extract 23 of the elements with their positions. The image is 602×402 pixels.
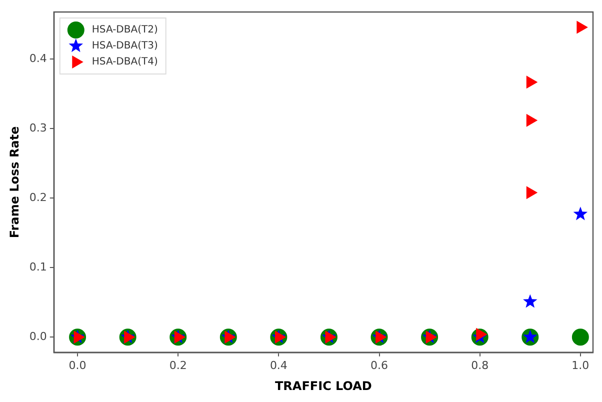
x-tick-label: 0.0 (68, 358, 86, 372)
point (523, 294, 538, 308)
point (576, 21, 588, 34)
legend-label: HSA-DBA(T2) (92, 24, 158, 36)
y-axis-title: Frame Loss Rate (7, 126, 22, 238)
point (573, 206, 588, 220)
y-tick-label: 0.2 (29, 191, 47, 204)
legend-label: HSA-DBA(T4) (92, 56, 158, 68)
y-tick-label: 0.0 (29, 330, 47, 343)
point (572, 328, 589, 346)
legend-label: HSA-DBA(T3) (92, 40, 158, 52)
y-tick-label: 0.3 (29, 122, 47, 135)
point (526, 76, 538, 88)
x-tick-label: 0.4 (270, 358, 288, 372)
point (526, 114, 538, 126)
y-tick-label: 0.1 (29, 260, 47, 274)
y-tick-label: 0.4 (29, 52, 47, 66)
x-tick-label: 0.8 (471, 358, 489, 372)
x-tick-label: 0.2 (169, 358, 187, 372)
x-tick-label: 1.0 (572, 358, 590, 372)
x-axis-title: TRAFFIC LOAD (274, 378, 372, 393)
x-tick-label: 0.6 (370, 358, 388, 372)
point (526, 186, 538, 199)
